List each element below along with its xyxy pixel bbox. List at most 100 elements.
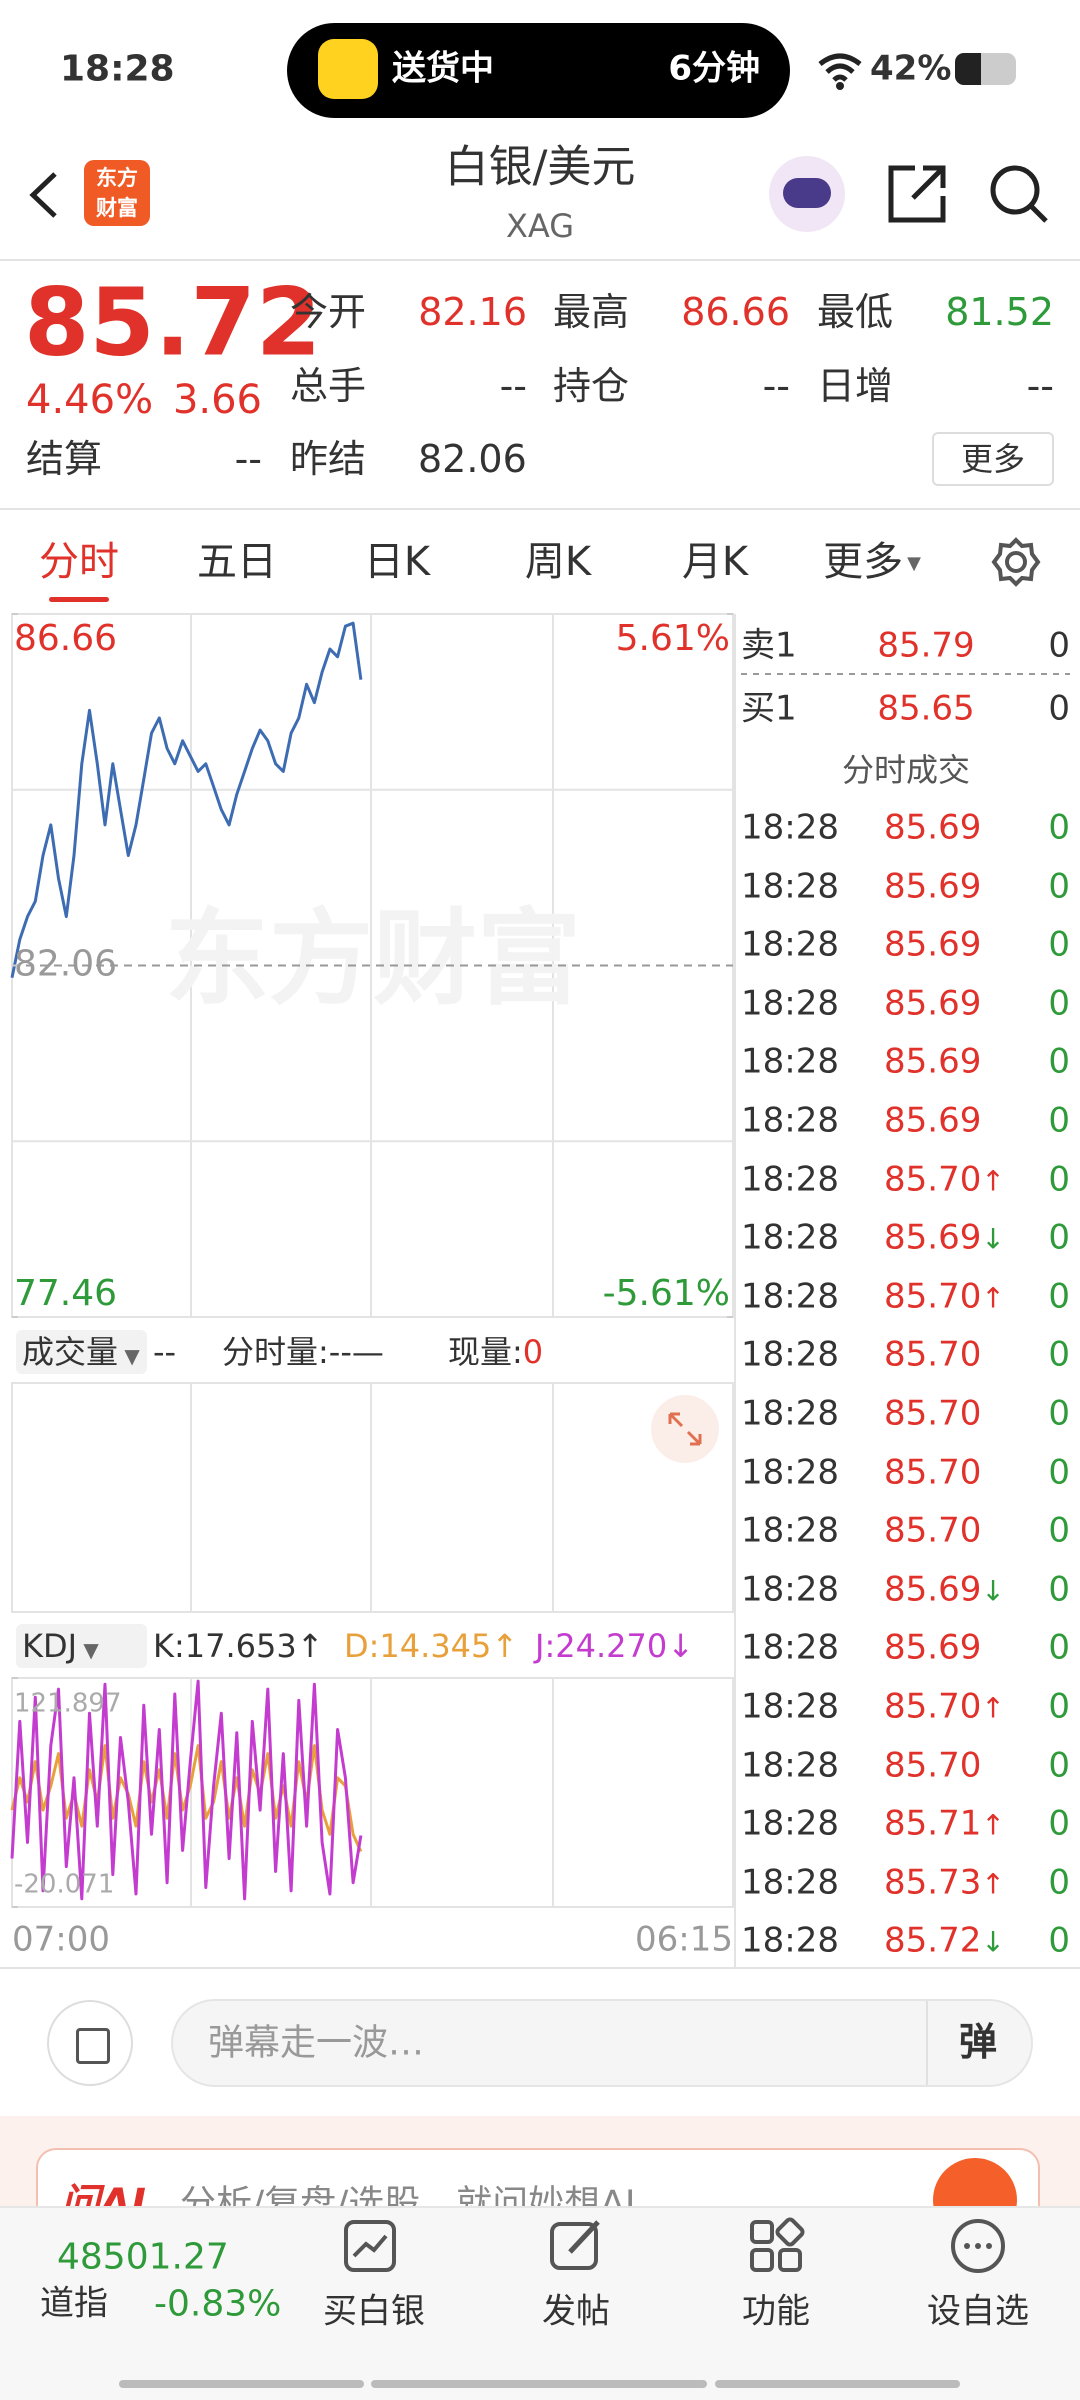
indicator-select[interactable] [16, 1330, 147, 1374]
tab[interactable]: 周K [524, 539, 592, 585]
field-label: 日增 [817, 364, 894, 409]
indicator-name-text: KDJ [22, 1626, 78, 1665]
trade-price: 85.69↓ [884, 1218, 1005, 1259]
trade-price-value: 85.70 [884, 1452, 982, 1493]
trade-price-value: 85.70 [884, 1510, 982, 1551]
trade-time: 18:28 [741, 807, 839, 848]
period-volume: 分时量:--— [222, 1332, 384, 1371]
trades-title: 分时成交 [841, 750, 971, 789]
trade-time: 18:28 [741, 866, 839, 907]
field-label: 结算 [26, 437, 103, 482]
trade-price-value: 85.70 [884, 1745, 982, 1786]
trade-volume: 0 [1048, 1569, 1070, 1610]
trade-volume: 0 [1048, 1100, 1070, 1141]
status-time: 18:28 [60, 48, 175, 90]
nav-label[interactable]: 功能 [742, 2291, 810, 2332]
series-line [10, 1679, 363, 1901]
tab[interactable]: 更多 ▼ [823, 539, 921, 585]
trade-price-value: 85.69 [884, 983, 982, 1024]
nav-label[interactable]: 买白银 [323, 2291, 425, 2332]
back-button[interactable] [25, 170, 65, 220]
trade-arrow: ↑ [981, 1164, 1005, 1198]
field-value: 86.66 [681, 290, 790, 335]
tab[interactable]: 月K [681, 539, 749, 585]
more-button[interactable]: 更多 [932, 432, 1054, 486]
send-danmaku[interactable]: 弹 [958, 2020, 998, 2065]
trade-price: 85.70 [884, 1335, 981, 1376]
indicator-select[interactable] [16, 1624, 147, 1668]
trade-price: 85.70 [884, 1394, 981, 1435]
tab[interactable]: 日K [363, 539, 431, 585]
trade-time: 18:28 [741, 1862, 839, 1903]
book-volume: 0 [1048, 625, 1070, 666]
field-value: 82.16 [418, 290, 527, 335]
trade-time: 18:28 [741, 1920, 839, 1961]
trade-time: 18:28 [741, 1159, 839, 1200]
trade-price-value: 85.70 [884, 1334, 982, 1375]
trade-price: 85.73↑ [884, 1862, 1005, 1903]
trade-time: 18:28 [741, 1803, 839, 1844]
field-label: 今开 [290, 290, 367, 335]
wifi-icon [818, 53, 862, 90]
share-button[interactable] [887, 164, 947, 224]
field-value: 82.06 [418, 437, 527, 482]
trade-time: 18:28 [741, 1745, 839, 1786]
trade-price-value: 85.69 [884, 807, 982, 848]
trade-time: 18:28 [741, 1041, 839, 1082]
trade-price: 85.69 [884, 1101, 981, 1142]
delivery-icon [318, 39, 378, 99]
trade-volume: 0 [1048, 1510, 1070, 1551]
trade-volume: 0 [1048, 1803, 1070, 1844]
comment-settings[interactable] [47, 2000, 133, 2086]
trade-price: 85.70 [884, 1452, 981, 1493]
trade-volume: 0 [1048, 1159, 1070, 1200]
nav-icon [951, 2219, 1005, 2273]
indicator-name: KDJ ▼ [22, 1626, 99, 1665]
trade-time: 18:28 [741, 1510, 839, 1551]
watermark: 东方财富 [165, 897, 581, 1019]
trade-arrow: ↑ [981, 1867, 1005, 1901]
trade-time: 18:28 [741, 1452, 839, 1493]
y-tick-label: 86.66 [14, 618, 117, 659]
book-label: 买1 [741, 688, 797, 729]
trade-price: 85.69↓ [884, 1569, 1005, 1610]
assistant-avatar[interactable] [769, 156, 845, 232]
trade-time: 18:28 [741, 1100, 839, 1141]
search-button[interactable] [989, 164, 1049, 224]
activity-label: 送货中 [392, 48, 494, 89]
bottom-nav [0, 2206, 1080, 2400]
nav-label[interactable]: 发帖 [542, 2291, 610, 2332]
field-label: 持仓 [553, 364, 630, 409]
tab[interactable]: 分时 [39, 539, 119, 585]
tab[interactable]: 五日 [197, 539, 277, 585]
trade-price: 85.69 [884, 925, 981, 966]
trade-volume: 0 [1048, 924, 1070, 965]
activity-eta: 6分钟 [668, 48, 760, 89]
field-label: 最高 [553, 290, 630, 335]
change-value: 3.66 [172, 377, 262, 423]
trade-price-value: 85.69 [884, 924, 982, 965]
kdj-k: K:17.653↑ [153, 1626, 324, 1665]
y-tick-label: -20.071 [14, 1870, 114, 1900]
kdj-j: J:24.270↓ [535, 1626, 694, 1665]
comment-placeholder: 弹幕走一波… [208, 2022, 425, 2064]
nav-label[interactable]: 设自选 [927, 2291, 1029, 2332]
trade-price: 85.70↑ [884, 1276, 1005, 1317]
indicator-name-text: 成交量 [22, 1332, 119, 1371]
trade-time: 18:28 [741, 983, 839, 1024]
trade-time: 18:28 [741, 1627, 839, 1668]
index-value: 48501.27 [57, 2236, 229, 2278]
y2-tick-label: 5.61% [616, 618, 730, 659]
field-label: 最低 [817, 290, 894, 335]
comment-input[interactable] [171, 1999, 1033, 2087]
home-indicator [715, 2380, 960, 2388]
home-indicator [119, 2380, 364, 2388]
trade-price: 85.69 [884, 983, 981, 1024]
trade-price: 85.72↓ [884, 1921, 1005, 1962]
trade-volume: 0 [1048, 1745, 1070, 1786]
settings-button[interactable] [991, 537, 1041, 587]
trade-arrow: ↓ [981, 1574, 1005, 1608]
trade-price: 85.69 [884, 1628, 981, 1669]
trade-volume: 0 [1048, 1627, 1070, 1668]
